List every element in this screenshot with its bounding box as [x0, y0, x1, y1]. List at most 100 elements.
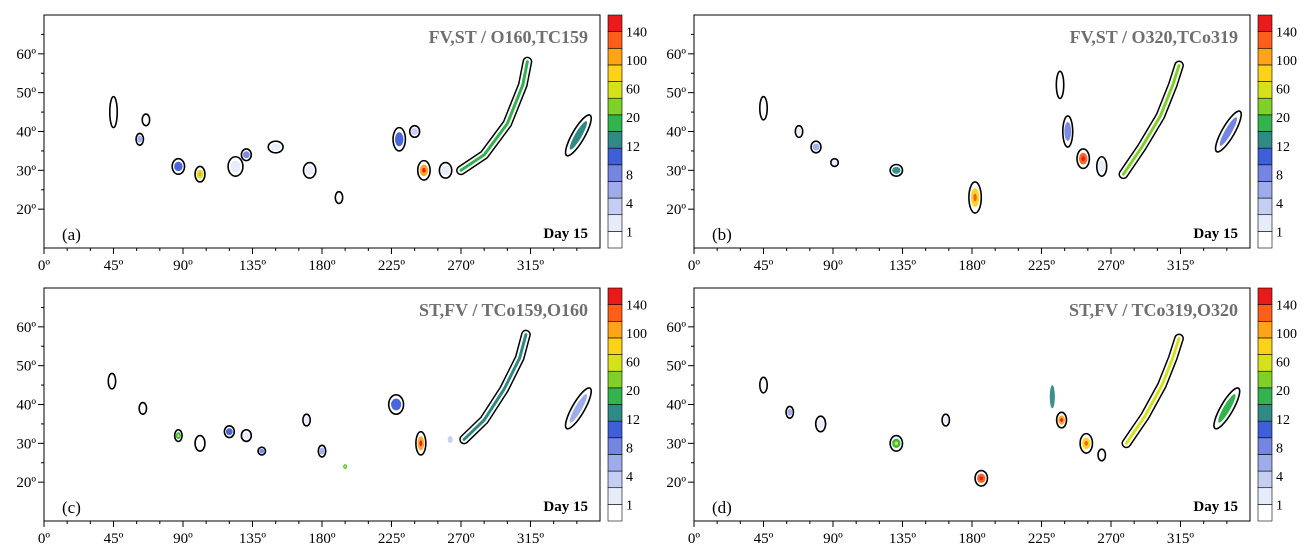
colorbar-swatch	[1257, 114, 1273, 132]
colorbar-label: 1	[626, 498, 633, 513]
panel-title: ST,FV / TCo319,O320	[1069, 300, 1238, 320]
panel-day-label: Day 15	[543, 226, 588, 242]
x-tick-label: 270º	[1097, 258, 1125, 274]
y-tick-label: 40º	[16, 398, 36, 414]
precip-core	[1081, 156, 1085, 162]
contour-outline	[138, 401, 148, 416]
ellipse-outline	[564, 114, 592, 157]
colorbar-swatch	[607, 354, 623, 372]
contour-outline	[194, 434, 206, 452]
precip-core	[1060, 418, 1063, 422]
y-tick-label: 50º	[16, 359, 36, 375]
x-tick-label: 135º	[889, 258, 917, 274]
x-tick-label: 270º	[1097, 531, 1125, 547]
x-tick-label: 225º	[378, 258, 406, 274]
contour-outline	[267, 140, 284, 154]
colorbar: 1 4 8 12 20 60 100 140	[1257, 14, 1297, 249]
contour-outline	[1097, 448, 1107, 462]
y-tick-label: 30º	[16, 163, 36, 179]
colorbar-swatch	[1257, 420, 1273, 439]
contour-outline	[830, 157, 840, 168]
colorbar-swatch	[1257, 387, 1273, 405]
plot-frame	[43, 14, 601, 249]
precip-cell	[411, 128, 419, 135]
colorbar-swatch	[607, 304, 623, 322]
precip-cell	[305, 165, 314, 175]
precip-cell	[230, 160, 241, 173]
colorbar-label: 4	[1276, 197, 1283, 212]
colorbar-swatch	[1257, 287, 1273, 305]
contour-outline	[257, 446, 267, 456]
colorbar-swatch	[607, 287, 623, 305]
x-tick-label: 315º	[517, 531, 545, 547]
y-tick-label: 50º	[666, 86, 686, 102]
panel-letter: (b)	[712, 225, 732, 244]
precip-band	[1124, 337, 1181, 445]
contour-outline	[889, 434, 904, 452]
y-tick-label: 20º	[16, 475, 36, 491]
precip-cell	[787, 408, 793, 416]
colorbar-label: 8	[1276, 441, 1283, 456]
precip-ellipse	[1219, 117, 1238, 146]
x-tick-label: 135º	[239, 258, 267, 274]
colorbar-label: 12	[1276, 413, 1290, 428]
panel-title: FV,ST / O320,TCo319	[1070, 27, 1238, 47]
colorbar-label: 100	[1276, 54, 1297, 69]
colorbar-label: 140	[1276, 26, 1297, 41]
contour-outline	[415, 430, 427, 456]
colorbar-swatch	[607, 197, 623, 216]
precip-cell	[812, 143, 820, 151]
precip-core	[979, 476, 983, 481]
plot-frame	[693, 14, 1251, 249]
plot-frame	[43, 287, 601, 522]
y-tick-label: 20º	[16, 202, 36, 218]
x-tick-label: 0º	[688, 531, 701, 547]
colorbar-label: 20	[1276, 111, 1290, 126]
colorbar-swatch	[607, 320, 623, 339]
colorbar-swatch	[1257, 214, 1273, 232]
x-tick-label: 315º	[1167, 531, 1195, 547]
colorbar: 1 4 8 12 20 60 100 140	[607, 14, 647, 249]
precip-cell	[1049, 385, 1055, 409]
panel-day-label: Day 15	[1193, 226, 1238, 242]
x-tick-label: 45º	[104, 531, 124, 547]
y-tick-label: 60º	[666, 320, 686, 336]
colorbar-swatch	[1257, 487, 1273, 505]
x-tick-label: 0º	[688, 258, 701, 274]
colorbar-swatch	[1257, 81, 1273, 99]
colorbar-swatch	[1257, 164, 1273, 182]
colorbar-label: 20	[626, 111, 640, 126]
contour-outline	[758, 95, 769, 121]
contour-outline	[1095, 155, 1108, 177]
colorbar-swatch	[1257, 181, 1273, 199]
contour-outline	[171, 157, 186, 176]
precip-cell	[1064, 122, 1072, 141]
x-tick-label: 225º	[1028, 258, 1056, 274]
contour-outline	[317, 444, 327, 458]
colorbar-swatch	[1257, 31, 1273, 49]
colorbar-swatch	[1257, 304, 1273, 322]
contour-outline	[814, 415, 827, 433]
colorbar-swatch	[607, 487, 623, 505]
precip-ellipse	[569, 121, 588, 150]
colorbar-label: 12	[1276, 140, 1290, 155]
colorbar-swatch	[1257, 354, 1273, 372]
contour-outline	[135, 132, 145, 146]
contour-outline	[1079, 432, 1094, 454]
y-tick-label: 40º	[16, 125, 36, 141]
colorbar-swatch	[607, 131, 623, 149]
precip-cell	[817, 419, 825, 429]
x-tick-label: 225º	[1028, 531, 1056, 547]
colorbar-label: 1	[626, 225, 633, 240]
colorbar-label: 8	[626, 441, 633, 456]
colorbar-swatch	[1257, 47, 1273, 66]
x-tick-label: 90º	[173, 258, 193, 274]
contour-outline	[107, 372, 117, 390]
colorbar-swatch	[607, 64, 623, 82]
precip-core	[177, 434, 180, 438]
colorbar-swatch	[607, 231, 623, 249]
contour-outline	[223, 425, 236, 439]
precip-cell	[447, 435, 453, 443]
precip-core	[343, 465, 347, 468]
panel-d: 0º 45º 90º 135º 180º 225º 270º 315º 20º 30º 40º 50º…	[666, 287, 1297, 547]
